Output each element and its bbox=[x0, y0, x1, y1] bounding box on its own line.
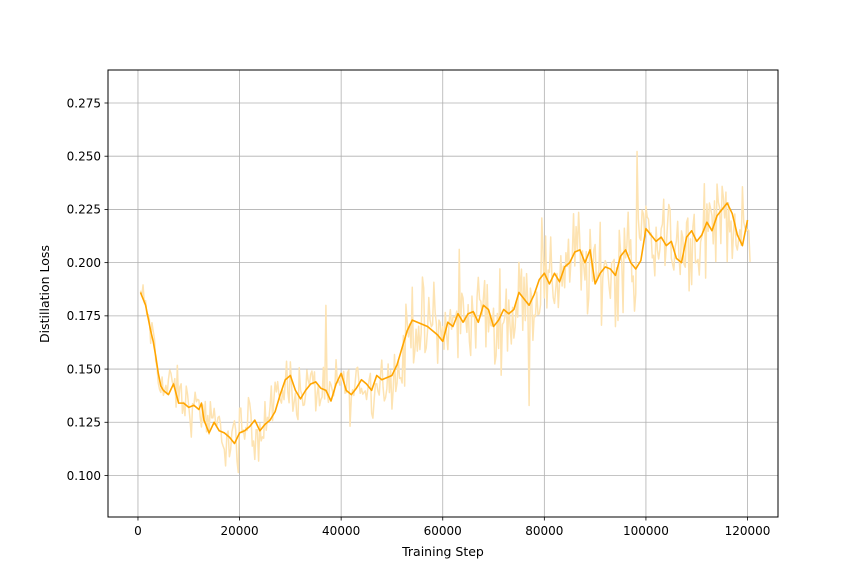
y-tick-label: 0.250 bbox=[67, 150, 101, 164]
smoothed-loss-series-line bbox=[139, 202, 749, 445]
x-tick-label: 0 bbox=[134, 524, 142, 538]
y-tick-label: 0.225 bbox=[67, 203, 101, 217]
x-tick-label: 20000 bbox=[220, 524, 258, 538]
y-axis-ticks: 0.100 0.125 0.150 0.175 0.200 0.225 0.250 0.275 bbox=[67, 96, 108, 483]
x-tick-label: 40000 bbox=[322, 524, 360, 538]
y-tick-label: 0.125 bbox=[67, 416, 101, 430]
x-axis-ticks: 0 20000 40000 60000 80000 100000 120000 bbox=[134, 517, 770, 538]
y-tick-label: 0.275 bbox=[67, 96, 101, 110]
x-axis-label: Training Step bbox=[401, 544, 484, 559]
y-tick-label: 0.100 bbox=[67, 469, 101, 483]
y-tick-label: 0.175 bbox=[67, 309, 101, 323]
y-tick-label: 0.150 bbox=[67, 362, 101, 376]
x-tick-label: 60000 bbox=[424, 524, 462, 538]
y-axis-label: Distillation Loss bbox=[37, 245, 52, 343]
y-tick-label: 0.200 bbox=[67, 256, 101, 270]
x-tick-label: 100000 bbox=[623, 524, 669, 538]
x-tick-label: 80000 bbox=[525, 524, 563, 538]
x-tick-label: 120000 bbox=[725, 524, 771, 538]
